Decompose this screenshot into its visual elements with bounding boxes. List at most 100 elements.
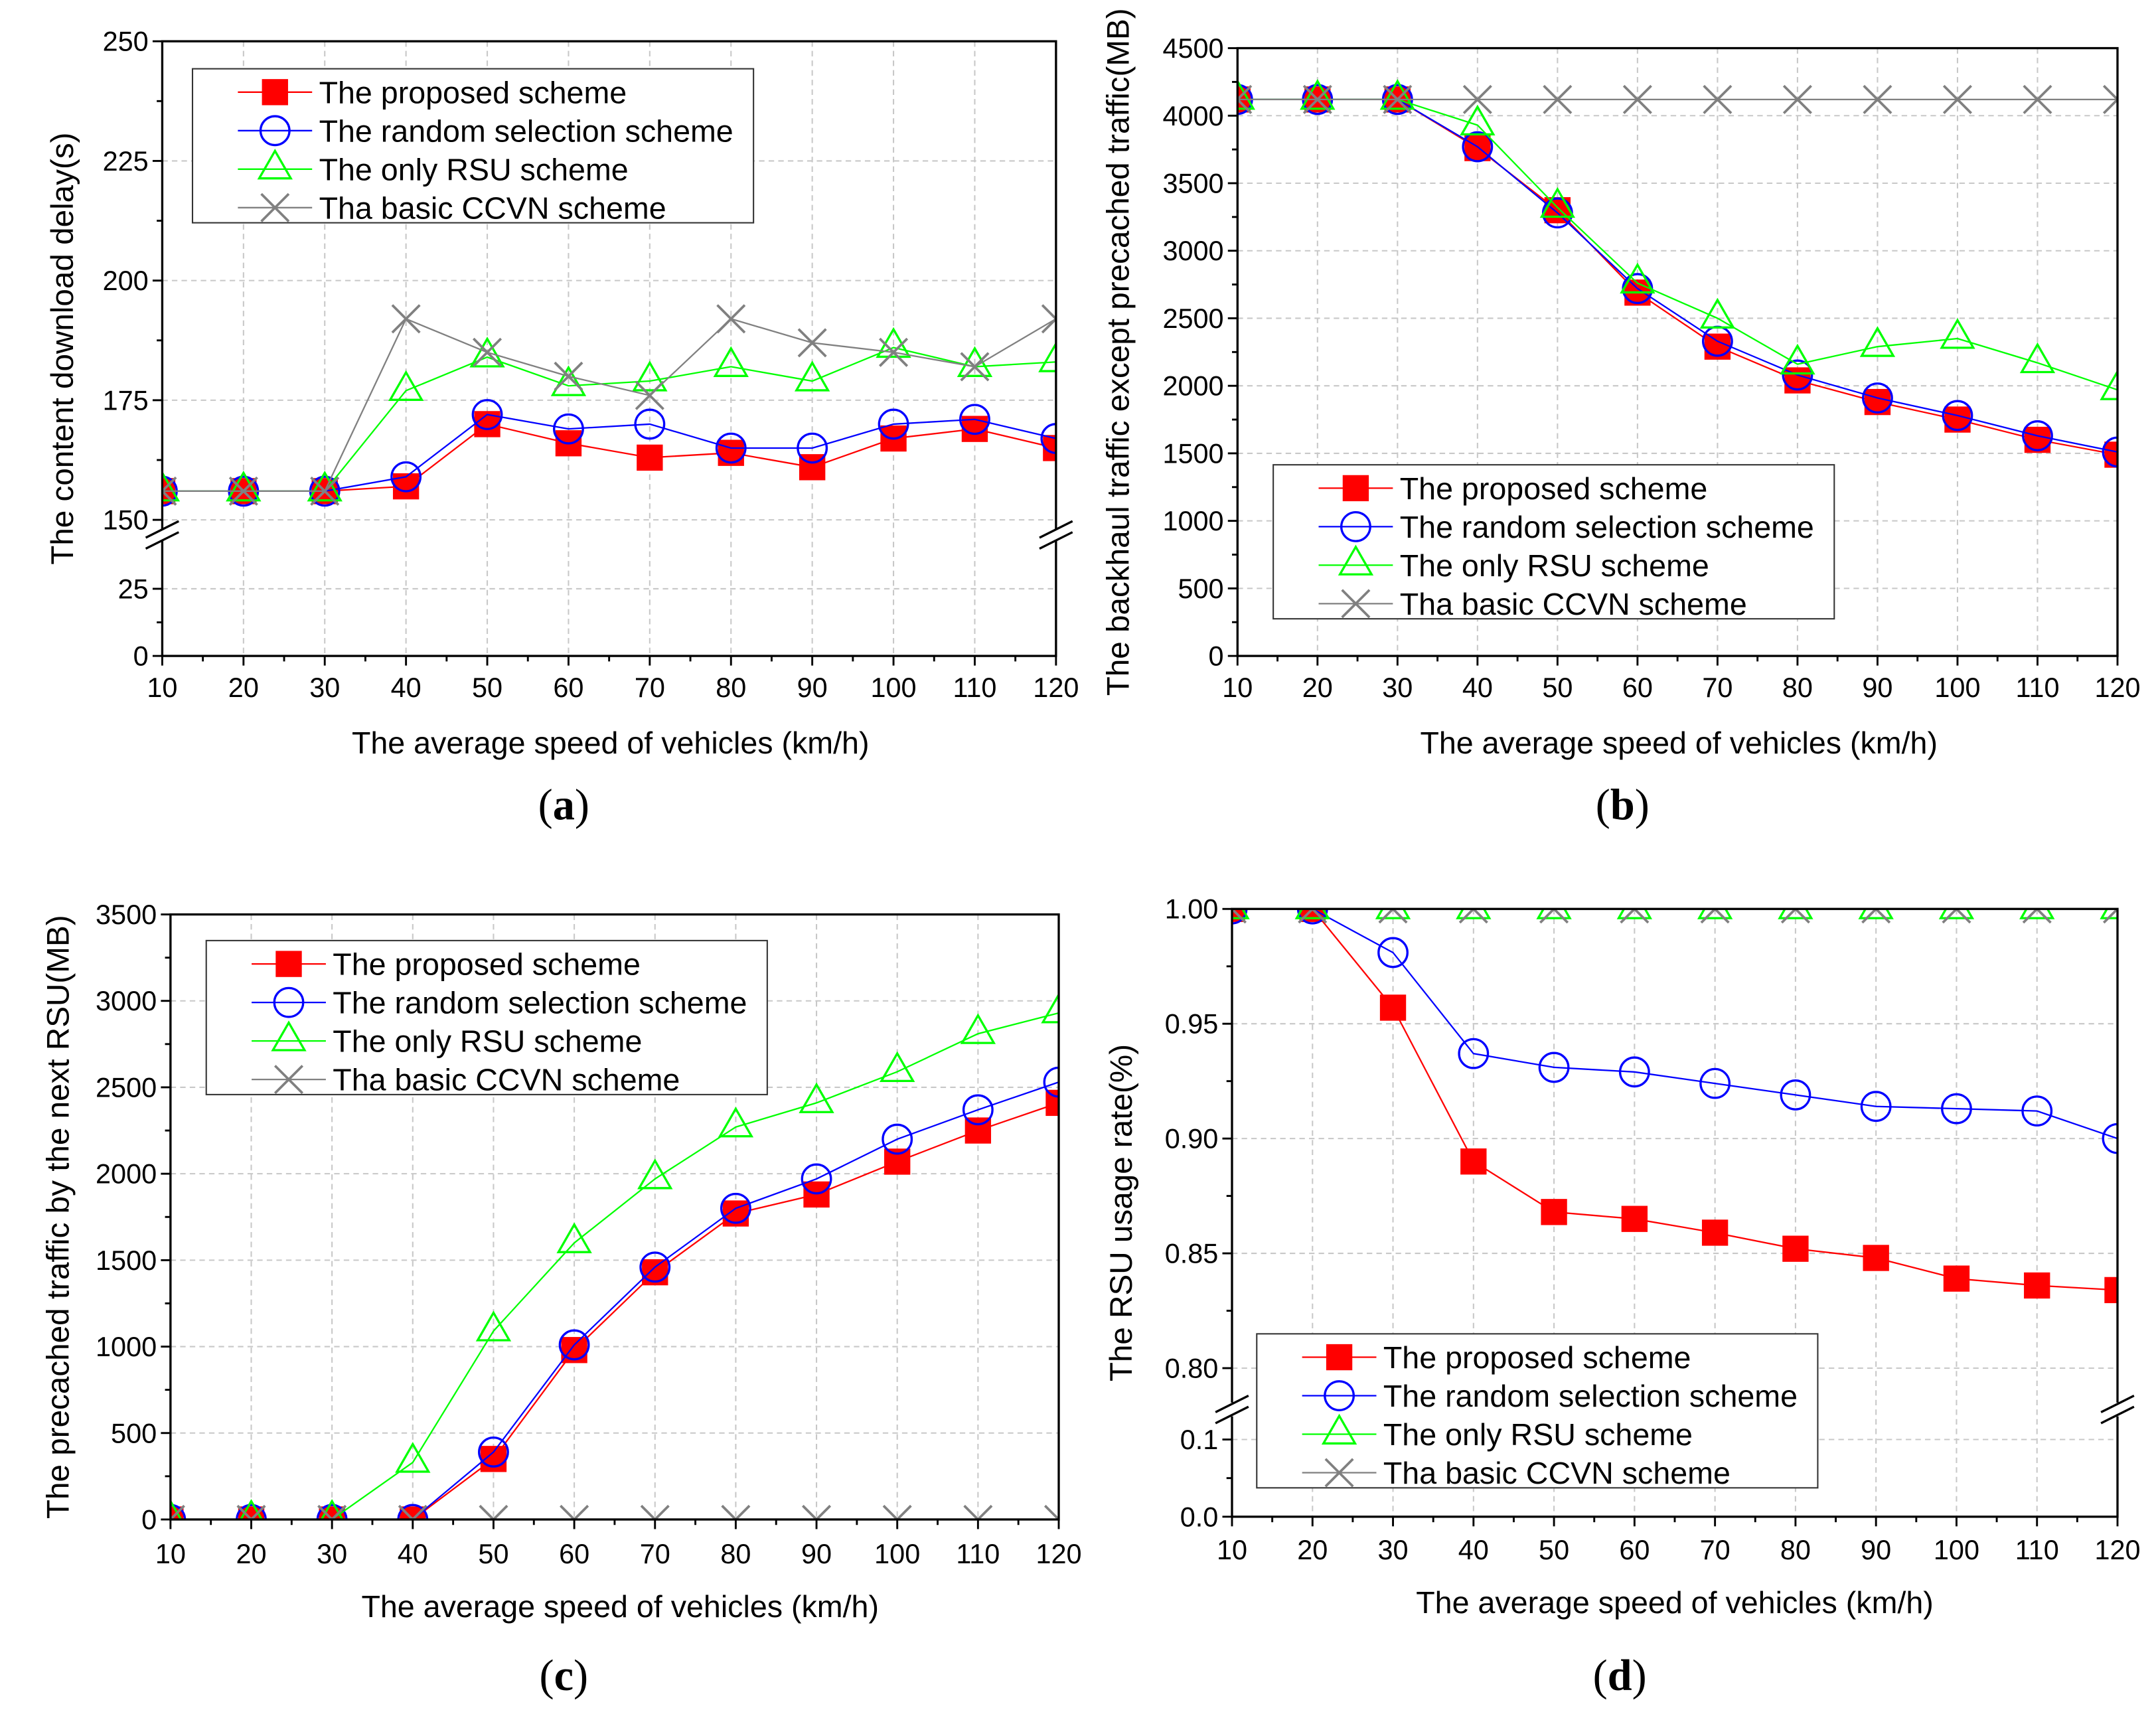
chart-c-series-2 bbox=[170, 992, 1059, 1519]
chart-d-series-0-point-30 bbox=[1379, 994, 1407, 1021]
chart-b-ytick-label-0-4: 2000 bbox=[1162, 371, 1223, 402]
panel-a: 10 20 30 40 50 60 70 80 90 100 110 120 0 25 150 175 200 2… bbox=[45, 27, 1079, 830]
chart-c-series-1-point-80 bbox=[720, 1192, 751, 1224]
chart-a-grid bbox=[162, 41, 1056, 657]
chart-a-xtick-label-20: 20 bbox=[228, 672, 259, 703]
chart-b-series-1-point-100 bbox=[1942, 400, 1973, 431]
chart-b-series-1-point-80 bbox=[1782, 359, 1813, 391]
chart-a-axis-break-mark-right bbox=[1039, 520, 1073, 550]
chart-d-series-1-point-30 bbox=[1377, 937, 1409, 969]
chart-d-series-1-point-20 bbox=[1296, 909, 1328, 925]
chart-d-ytick-label-0-1: 0.1 bbox=[1180, 1425, 1219, 1455]
chart-a-ytick-label-1-2: 200 bbox=[103, 266, 149, 296]
chart-a-series-1-point-60 bbox=[553, 413, 584, 445]
chart-d-series-3-point-90 bbox=[1861, 909, 1891, 924]
chart-d-ytick-label-1-3: 0.95 bbox=[1165, 1009, 1219, 1040]
chart-b-series-1-point-110 bbox=[2022, 420, 2053, 451]
chart-a-series-3-point-30 bbox=[310, 476, 340, 506]
chart-d-legend-label-2: The only RSU scheme bbox=[1383, 1417, 1693, 1452]
chart-b-series-2-point-20 bbox=[1300, 78, 1336, 110]
chart-b-series-3-point-120 bbox=[2102, 84, 2118, 114]
chart-c-ytick-label-0-7: 3500 bbox=[96, 899, 157, 930]
chart-c-series-2-line bbox=[170, 1012, 1059, 1519]
chart-c-series-2-point-40 bbox=[395, 1442, 431, 1473]
chart-a-xtick-label-30: 30 bbox=[309, 672, 340, 703]
chart-a-legend-marker-1 bbox=[259, 115, 291, 147]
chart-d-legend: The proposed scheme The random selection … bbox=[1256, 1333, 1819, 1490]
chart-d-series-0-point-100 bbox=[1943, 1265, 1970, 1292]
chart-c-series-3-point-70 bbox=[640, 1504, 670, 1519]
chart-c-xtick-label-120: 120 bbox=[1036, 1539, 1081, 1569]
chart-c-series-3-point-30 bbox=[317, 1504, 347, 1519]
chart-a-series-3-point-80 bbox=[716, 304, 746, 334]
chart-d-series-1-point-110 bbox=[2021, 1095, 2053, 1127]
chart-b-series-3-point-100 bbox=[1942, 84, 1973, 114]
chart-c-ytick-label-0-6: 3000 bbox=[96, 986, 157, 1016]
chart-d-ytick-label-1-4: 1.00 bbox=[1165, 894, 1219, 925]
panel-d: 10 20 30 40 50 60 70 80 90 100 110 120 0.0 0.1 0.80 0.8… bbox=[1104, 894, 2141, 1700]
chart-b-series-3-point-20 bbox=[1302, 84, 1332, 114]
chart-d-series-1 bbox=[1232, 909, 2118, 1154]
chart-d-series-0-point-40 bbox=[1460, 1148, 1487, 1175]
chart-a-series-1-point-80 bbox=[715, 432, 747, 464]
chart-c-series-0-point-90 bbox=[803, 1181, 830, 1208]
chart-b-ytick-label-0-1: 500 bbox=[1178, 574, 1223, 604]
chart-b-series-0-point-120 bbox=[2104, 441, 2118, 468]
chart-d-x-axis-label: The average speed of vehicles (km/h) bbox=[1416, 1585, 1934, 1620]
chart-d-series-3-point-80 bbox=[1780, 909, 1810, 924]
chart-a-legend-item-1: The random selection scheme bbox=[238, 114, 733, 148]
chart-d-series-3 bbox=[1232, 909, 2118, 924]
chart-a-legend-item-0: The proposed scheme bbox=[238, 75, 627, 110]
chart-c-series-2-point-60 bbox=[556, 1222, 592, 1253]
chart-d-series-2-point-50 bbox=[1536, 909, 1572, 919]
chart-b-series-2-point-40 bbox=[1460, 104, 1496, 136]
chart-d-series-3-point-30 bbox=[1378, 909, 1408, 924]
chart-c-series-1-point-40 bbox=[397, 1504, 429, 1519]
chart-b-xtick-label-120: 120 bbox=[2094, 672, 2140, 703]
chart-a-series-3 bbox=[162, 304, 1056, 506]
chart-b-ytick-label-0-9: 4500 bbox=[1162, 33, 1223, 64]
chart-c-series-2-point-70 bbox=[637, 1158, 673, 1190]
chart-d-series-3-point-110 bbox=[2022, 909, 2052, 924]
chart-d-xtick-label-50: 50 bbox=[1539, 1535, 1569, 1565]
chart-b-ytick-label-0-5: 2500 bbox=[1162, 303, 1223, 334]
chart-d-series-0-point-120 bbox=[2104, 1277, 2118, 1304]
chart-d-axis-break-mark-left bbox=[1215, 1395, 1249, 1425]
chart-b-legend-label-1: The random selection scheme bbox=[1400, 510, 1814, 544]
chart-a-ytick-label-1-3: 225 bbox=[103, 146, 149, 177]
chart-d-legend-item-0: The proposed scheme bbox=[1302, 1340, 1691, 1375]
chart-c-series-2-point-100 bbox=[880, 1051, 915, 1083]
chart-a-series-1-point-50 bbox=[471, 399, 503, 430]
chart-c-xtick-label-30: 30 bbox=[317, 1539, 347, 1569]
chart-d-axis-break-mark-right bbox=[2100, 1395, 2135, 1425]
chart-d-series-1-point-100 bbox=[1941, 1093, 1972, 1125]
chart-b-series-2-point-90 bbox=[1859, 326, 1896, 357]
chart-b-legend: The proposed scheme The random selection … bbox=[1272, 464, 1835, 621]
chart-d-legend-marker-3 bbox=[1324, 1458, 1354, 1488]
chart-b-series-3-point-70 bbox=[1703, 84, 1733, 114]
chart-b-series-1-point-120 bbox=[2102, 436, 2118, 468]
chart-c-ytick-label-0-4: 2000 bbox=[96, 1159, 157, 1190]
chart-d-ticks bbox=[1222, 907, 2119, 1527]
chart-b-legend-item-1: The random selection scheme bbox=[1318, 510, 1814, 544]
chart-a-series-0-point-120 bbox=[1043, 435, 1056, 461]
chart-b-xtick-label-70: 70 bbox=[1702, 672, 1733, 703]
chart-d-legend-item-3: Tha basic CCVN scheme bbox=[1302, 1456, 1731, 1490]
chart-b-xtick-label-40: 40 bbox=[1462, 672, 1493, 703]
chart-a-series-3-point-120 bbox=[1041, 304, 1056, 334]
chart-c-xtick-label-90: 90 bbox=[801, 1539, 832, 1569]
chart-b-ytick-label-0-2: 1000 bbox=[1162, 506, 1223, 536]
chart-b-ytick-label-0-3: 1500 bbox=[1162, 438, 1223, 469]
chart-b-series-3-point-90 bbox=[1863, 84, 1892, 114]
chart-a-legend-marker-3 bbox=[260, 193, 290, 222]
chart-c-ytick-label-0-3: 1500 bbox=[96, 1245, 157, 1276]
chart-a-xtick-label-40: 40 bbox=[391, 672, 422, 703]
chart-c-legend-item-1: The random selection scheme bbox=[252, 986, 747, 1020]
chart-c-ticks bbox=[161, 913, 1060, 1529]
chart-b-series-3-point-10 bbox=[1237, 84, 1253, 114]
chart-a-series-2-point-80 bbox=[713, 346, 749, 377]
chart-d-y-axis-label: The RSU usage rate(%) bbox=[1104, 1044, 1139, 1381]
chart-d-xtick-label-20: 20 bbox=[1297, 1535, 1328, 1565]
chart-d-series-0-line bbox=[1232, 909, 2118, 1291]
chart-a-series-1-point-90 bbox=[797, 432, 828, 464]
